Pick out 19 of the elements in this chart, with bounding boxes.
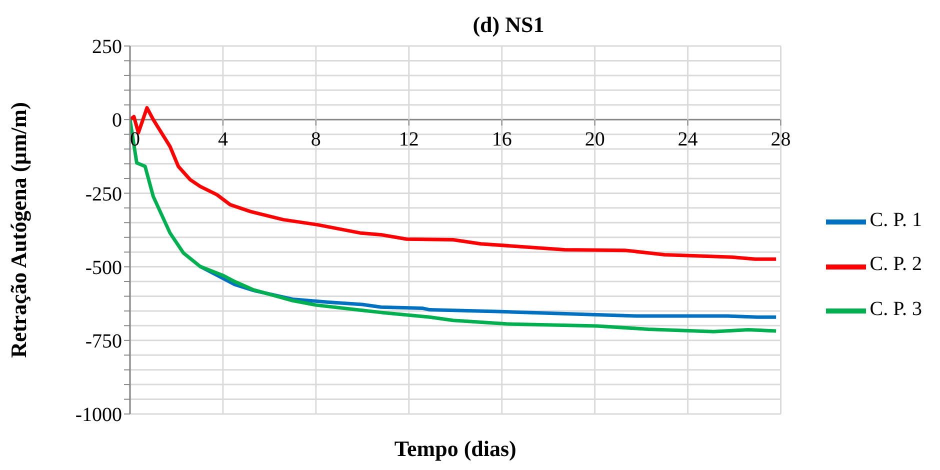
y-tick-label: -250 [85, 183, 122, 206]
y-tick-label: -500 [85, 256, 122, 279]
x-tick-label: 12 [398, 128, 419, 151]
y-tick-label: 250 [92, 36, 122, 58]
y-axis-title: Retração Autógena (µm/m) [6, 102, 31, 358]
legend-label: C. P. 3 [870, 298, 922, 320]
x-tick-label: 8 [310, 128, 321, 151]
y-tick-label: -750 [85, 330, 122, 352]
x-axis-title: Tempo (dias) [394, 436, 516, 461]
y-tick-label: -1000 [75, 404, 122, 426]
x-tick-label: 24 [678, 128, 698, 151]
y-tick-label: 0 [112, 110, 122, 132]
legend-label: C. P. 1 [870, 209, 922, 231]
x-tick-label: 20 [584, 128, 605, 151]
x-tick-label: 28 [770, 128, 791, 151]
x-tick-label: 4 [218, 128, 228, 151]
legend-label: C. P. 2 [870, 253, 922, 276]
chart-title: (d) NS1 [472, 12, 546, 38]
x-tick-label: 16 [492, 128, 512, 151]
